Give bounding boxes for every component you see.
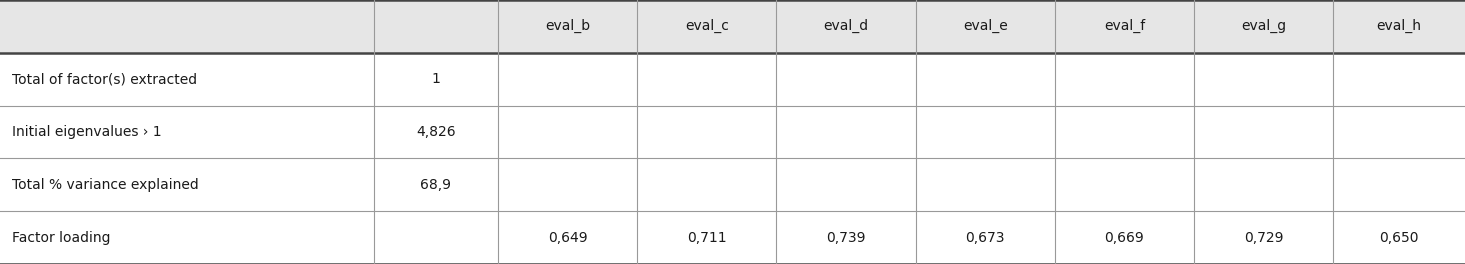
Text: Factor loading: Factor loading [12, 230, 110, 245]
Text: 0,739: 0,739 [826, 230, 866, 245]
Text: eval_h: eval_h [1377, 19, 1421, 34]
Text: 0,673: 0,673 [965, 230, 1005, 245]
Text: Initial eigenvalues › 1: Initial eigenvalues › 1 [12, 125, 161, 139]
Bar [0, 0, 1465, 53]
Text: eval_d: eval_d [823, 19, 869, 34]
Text: eval_c: eval_c [686, 19, 728, 34]
Text: 0,649: 0,649 [548, 230, 587, 245]
Text: 0,729: 0,729 [1244, 230, 1283, 245]
Text: 1: 1 [431, 72, 441, 86]
Text: eval_b: eval_b [545, 19, 590, 34]
Bar [0, 106, 1465, 158]
Text: eval_f: eval_f [1103, 19, 1146, 34]
Text: 0,650: 0,650 [1380, 230, 1418, 245]
Text: 0,711: 0,711 [687, 230, 727, 245]
Text: Total % variance explained: Total % variance explained [12, 178, 198, 192]
Bar [0, 158, 1465, 211]
Text: Total of factor(s) extracted: Total of factor(s) extracted [12, 72, 196, 86]
Text: 4,826: 4,826 [416, 125, 456, 139]
Bar [0, 211, 1465, 264]
Bar [0, 53, 1465, 106]
Text: eval_g: eval_g [1241, 19, 1286, 34]
Text: 68,9: 68,9 [420, 178, 451, 192]
Text: 0,669: 0,669 [1105, 230, 1144, 245]
Text: eval_e: eval_e [963, 19, 1008, 34]
